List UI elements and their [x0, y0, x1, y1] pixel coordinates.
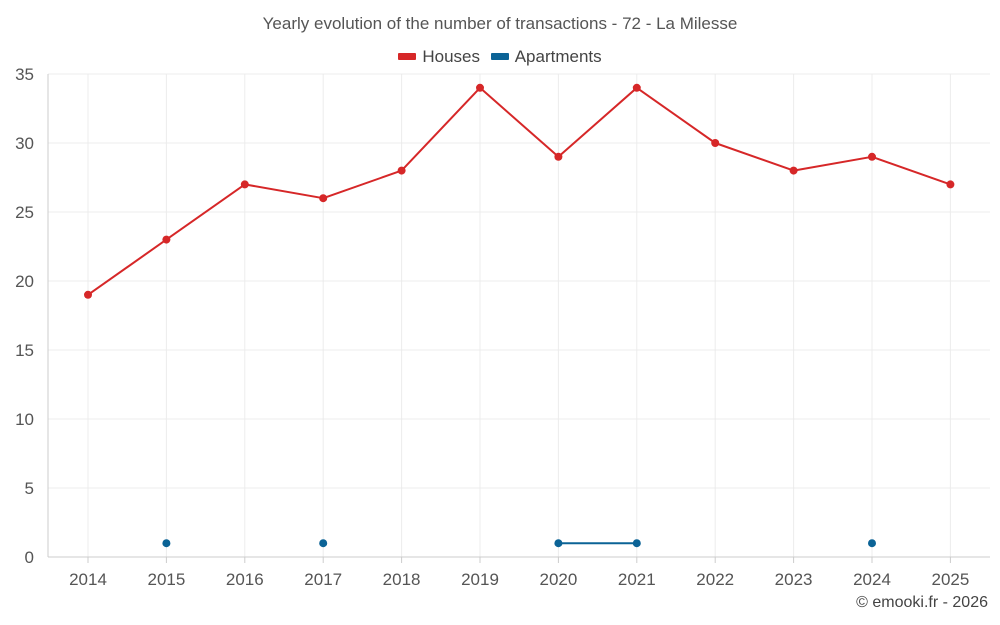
x-tick-label-2016: 2016	[226, 570, 264, 589]
data-point-apartments-2020[interactable]	[554, 539, 563, 548]
legend-swatch-apartments	[490, 53, 509, 60]
y-tick-label-5: 5	[25, 479, 34, 498]
y-tick-label-0: 0	[25, 548, 34, 567]
y-tick-label-35: 35	[15, 65, 34, 84]
data-point-houses-2024[interactable]	[868, 152, 876, 161]
data-point-houses-2019[interactable]	[476, 83, 484, 92]
data-point-houses-2020[interactable]	[554, 152, 563, 161]
chart-title: Yearly evolution of the number of transa…	[262, 14, 738, 33]
data-point-houses-2022[interactable]	[711, 139, 720, 147]
data-point-apartments-2017[interactable]	[319, 539, 328, 548]
x-tick-label-2022: 2022	[696, 570, 734, 589]
data-point-houses-2023[interactable]	[789, 166, 798, 175]
credit: © emooki.fr - 2026	[856, 594, 988, 611]
x-tick-label-2024: 2024	[853, 570, 891, 589]
grid	[48, 73, 990, 557]
data-point-houses-2021[interactable]	[632, 83, 641, 92]
series-apartments	[162, 539, 876, 548]
legend-label-apartments: Apartments	[514, 46, 602, 66]
x-tick-label-2023: 2023	[775, 570, 813, 589]
series	[84, 83, 955, 548]
y-tick-label-20: 20	[15, 272, 34, 291]
legend-swatch-houses	[398, 53, 417, 60]
y-tick-label-30: 30	[15, 134, 34, 153]
x-tick-label-2014: 2014	[69, 570, 107, 589]
x-tick-label-2015: 2015	[147, 570, 185, 589]
axes	[47, 74, 990, 563]
legend-item-apartments[interactable]: Apartments	[490, 46, 602, 67]
series-houses	[84, 83, 955, 299]
data-point-houses-2017[interactable]	[319, 194, 328, 203]
y-tick-label-10: 10	[15, 410, 34, 429]
legend-label-houses: Houses	[422, 46, 480, 66]
legend-item-houses[interactable]: Houses	[398, 47, 480, 67]
legend: Houses Apartments	[0, 45, 1000, 67]
data-point-houses-2016[interactable]	[240, 180, 249, 189]
x-tick-label-2018: 2018	[383, 570, 421, 589]
x-tick-label-2025: 2025	[931, 570, 969, 589]
data-point-apartments-2021[interactable]	[632, 539, 641, 548]
y-tick-label-25: 25	[15, 203, 34, 222]
data-point-houses-2014[interactable]	[84, 290, 92, 299]
x-tick-label-2019: 2019	[461, 570, 499, 589]
data-point-apartments-2024[interactable]	[868, 539, 876, 548]
x-tick-label-2021: 2021	[618, 570, 656, 589]
x-tick-label-2017: 2017	[304, 570, 342, 589]
y-tick-label-15: 15	[15, 341, 34, 360]
data-point-apartments-2015[interactable]	[162, 539, 171, 548]
data-point-houses-2025[interactable]	[946, 180, 955, 189]
x-tick-label-2020: 2020	[539, 570, 577, 589]
series-line-houses-0	[87, 86, 951, 296]
data-point-houses-2018[interactable]	[397, 166, 406, 175]
data-point-houses-2015[interactable]	[162, 235, 171, 244]
